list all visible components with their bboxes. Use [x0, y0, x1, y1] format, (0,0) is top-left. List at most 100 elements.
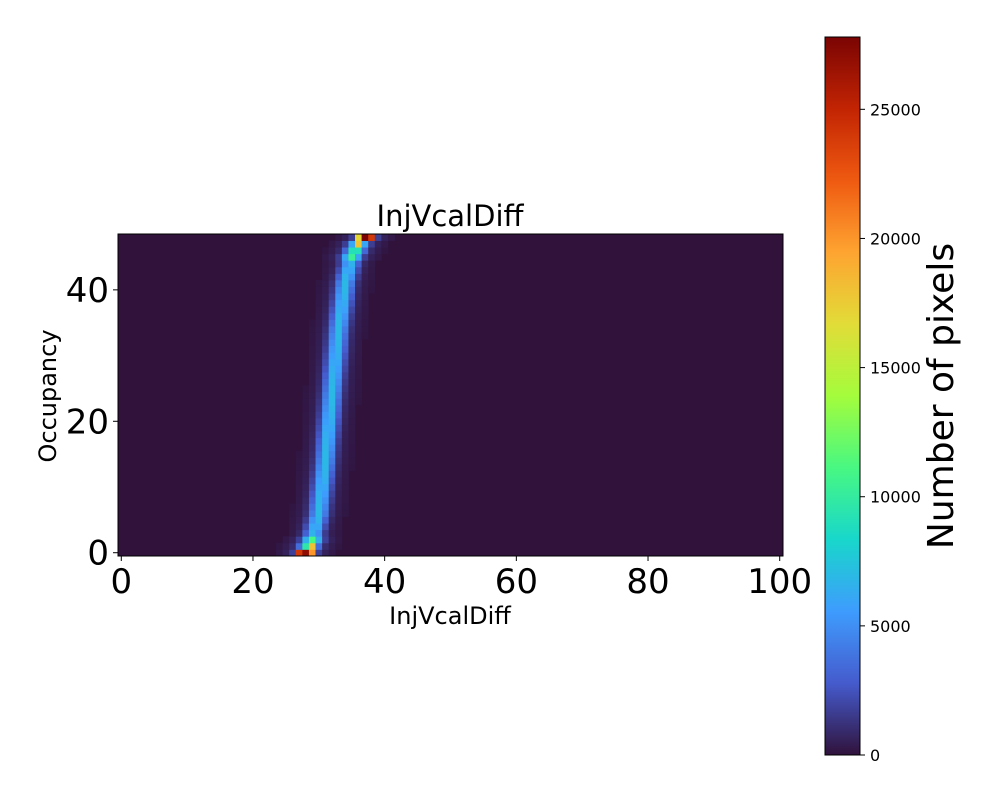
heatmap-cell	[328, 358, 336, 366]
heatmap-cell	[328, 345, 336, 353]
heatmap-cell	[348, 339, 356, 347]
y-tick-label: 20	[66, 402, 109, 442]
heatmap-cell	[335, 280, 343, 287]
heatmap-cell	[348, 266, 356, 274]
heatmap-cell	[335, 365, 343, 373]
heatmap-cell	[308, 444, 316, 452]
heatmap-cell	[341, 266, 349, 274]
heatmap-cell	[348, 398, 356, 406]
heatmap-cell	[341, 293, 349, 301]
heatmap-cell	[341, 503, 349, 511]
heatmap-cell	[348, 293, 356, 301]
heatmap-cell	[302, 464, 310, 471]
heatmap-cell	[341, 312, 349, 320]
heatmap-cell	[335, 444, 343, 452]
heatmap-cell	[328, 503, 336, 511]
heatmap-cell	[355, 299, 363, 307]
heatmap-cell	[328, 391, 336, 399]
heatmap-cell	[308, 510, 316, 517]
heatmap-cell	[355, 280, 363, 287]
heatmap-cell	[335, 516, 343, 524]
heatmap-cell	[335, 496, 343, 504]
heatmap-cell	[328, 457, 336, 465]
heatmap-cell	[328, 352, 336, 360]
heatmap-cell	[335, 266, 343, 274]
heatmap-cell	[302, 431, 310, 439]
heatmap-cell	[368, 247, 376, 255]
heatmap-cell	[335, 542, 343, 550]
heatmap-cell	[322, 464, 330, 471]
heatmap-cell	[335, 398, 343, 406]
heatmap-cell	[361, 286, 369, 294]
heatmap-cell	[315, 339, 323, 347]
heatmap-cell	[374, 234, 382, 241]
heatmap-cell	[315, 404, 323, 412]
heatmap-cell	[341, 391, 349, 399]
heatmap-cell	[348, 372, 356, 379]
heatmap-cell	[355, 234, 363, 241]
heatmap-cell	[341, 496, 349, 504]
x-axis-ticks: 0 20 40 60 80 100	[110, 556, 812, 602]
heatmap-cell	[348, 234, 356, 241]
heatmap-cell	[348, 306, 356, 314]
heatmap-cell	[335, 404, 343, 412]
heatmap-cell	[302, 483, 310, 491]
x-tick-label: 100	[747, 562, 812, 602]
heatmap-cell	[328, 437, 336, 445]
heatmap-cell	[374, 240, 382, 248]
heatmap-cell	[341, 411, 349, 419]
heatmap-cell	[315, 503, 323, 511]
heatmap-cell	[341, 477, 349, 485]
heatmap-cell	[328, 477, 336, 485]
heatmap-cell	[308, 319, 316, 327]
x-tick-label: 60	[495, 562, 538, 602]
heatmap-cell	[308, 483, 316, 491]
heatmap-cell	[335, 372, 343, 379]
heatmap-cell	[341, 483, 349, 491]
heatmap-cell	[295, 457, 303, 465]
heatmap-cell	[295, 450, 303, 458]
heatmap-cell	[315, 385, 323, 393]
heatmap-cell	[335, 529, 343, 537]
heatmap-cell	[361, 266, 369, 274]
heatmap-cell	[355, 240, 363, 248]
heatmap-cell	[328, 418, 336, 425]
heatmap-cell	[361, 260, 369, 268]
heatmap-cell	[322, 457, 330, 465]
heatmap-cell	[348, 450, 356, 458]
heatmap-cell	[341, 470, 349, 478]
heatmap-cell	[308, 411, 316, 419]
heatmap-cell	[361, 247, 369, 255]
heatmap-cell	[355, 273, 363, 281]
heatmap-cell	[341, 253, 349, 261]
heatmap-cell	[355, 266, 363, 274]
heatmap-cell	[302, 444, 310, 452]
heatmap-cell	[302, 391, 310, 399]
heatmap-cell	[355, 293, 363, 301]
heatmap-cell	[355, 332, 363, 340]
heatmap-cell	[335, 536, 343, 544]
heatmap-cell	[335, 332, 343, 340]
heatmap-cell	[341, 234, 349, 241]
heatmap-cell	[308, 339, 316, 347]
heatmap-cell	[295, 470, 303, 478]
heatmap-cell	[328, 247, 336, 255]
heatmap-cell	[302, 490, 310, 498]
heatmap-cell	[335, 411, 343, 419]
heatmap-cell	[308, 378, 316, 386]
heatmap-cell	[315, 286, 323, 294]
heatmap-cell	[348, 273, 356, 281]
heatmap-cell	[355, 326, 363, 333]
heatmap-cell	[315, 536, 323, 544]
heatmap-cell	[348, 332, 356, 340]
heatmap-cell	[341, 372, 349, 379]
heatmap-cell	[335, 424, 343, 432]
heatmap-cell	[355, 391, 363, 399]
heatmap-cell	[315, 332, 323, 340]
heatmap-cell	[322, 260, 330, 268]
heatmap-cell	[322, 378, 330, 386]
heatmap-cell	[308, 490, 316, 498]
colorbar	[824, 36, 861, 756]
heatmap-cell	[328, 411, 336, 419]
heatmap-cell	[335, 240, 343, 248]
